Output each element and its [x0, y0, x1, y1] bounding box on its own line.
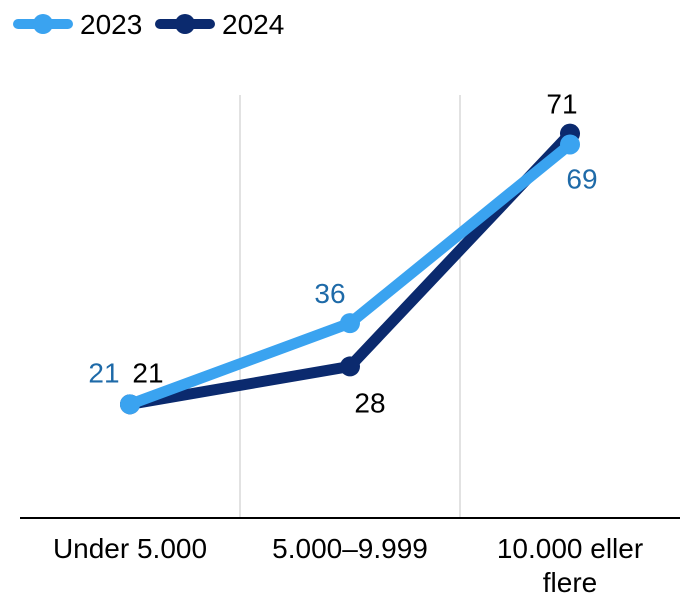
- data-label: 69: [566, 163, 597, 194]
- data-labels: 21 36 69 21 28 71: [88, 89, 597, 419]
- data-label: 36: [314, 278, 345, 309]
- data-label: 21: [88, 357, 119, 388]
- legend-item-2023: 2023: [13, 9, 142, 40]
- data-point: [340, 356, 360, 377]
- legend-label: 2023: [80, 9, 142, 40]
- legend-label: 2024: [222, 9, 284, 40]
- data-label: 28: [354, 387, 385, 418]
- data-point: [120, 394, 140, 415]
- x-tick-label: 5.000–9.999: [272, 533, 428, 564]
- legend: 2023 2024: [13, 9, 284, 40]
- data-point: [560, 134, 580, 155]
- x-tick-label: 10.000 eller flere: [497, 533, 643, 598]
- grid-lines: [239, 95, 461, 518]
- x-tick-label: Under 5.000: [53, 533, 207, 564]
- data-label: 71: [546, 89, 577, 120]
- series-2023: [120, 134, 580, 415]
- legend-swatch-marker: [175, 14, 195, 34]
- data-label: 21: [132, 357, 163, 388]
- series-2024: [120, 123, 580, 415]
- series-group: [120, 123, 580, 415]
- data-point: [340, 313, 360, 334]
- x-tick-labels: Under 5.000 5.000–9.999 10.000 eller flere: [53, 533, 643, 598]
- legend-swatch-marker: [33, 14, 53, 34]
- legend-item-2024: 2024: [155, 9, 284, 40]
